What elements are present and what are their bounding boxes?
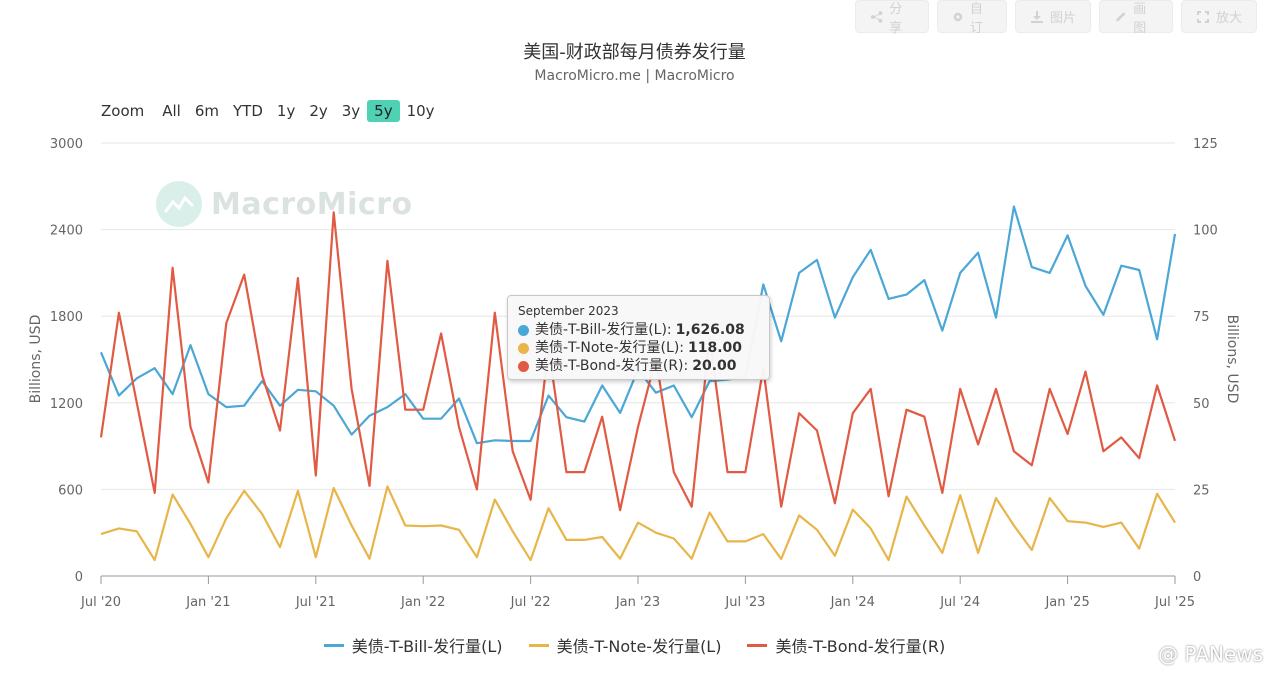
pencil-icon	[1115, 11, 1126, 22]
zoom-ytd-button[interactable]: YTD	[233, 102, 263, 120]
y-right-tick-label: 25	[1193, 483, 1210, 498]
legend: 美债-T-Bill-发行量(L) 美债-T-Note-发行量(L) 美债-T-B…	[0, 633, 1269, 657]
zoom-6m-button[interactable]: 6m	[194, 102, 220, 120]
y-left-tick-label: 3000	[50, 137, 83, 152]
legend-line-bill	[323, 643, 344, 647]
chart-title: 美国-财政部每月债券发行量	[523, 42, 746, 63]
zoom-3y-button[interactable]: 3y	[341, 102, 361, 120]
custom-button[interactable]: 自订	[937, 0, 1007, 36]
tooltip-value-bond: 20.00	[692, 358, 737, 374]
y-right-tick-label: 125	[1193, 137, 1218, 152]
chart-subtitle: MacroMicro.me | MacroMicro	[534, 68, 735, 84]
x-tick-label: Jul '23	[724, 595, 765, 610]
expand-icon	[1197, 10, 1209, 23]
tooltip-label-note: 美债-T-Note-发行量(L):	[535, 340, 685, 356]
legend-item-bond[interactable]: 美债-T-Bond-发行量(R)	[747, 633, 945, 657]
tooltip-dot-note	[518, 342, 529, 354]
share-label: 分享	[889, 1, 903, 36]
legend-item-bill[interactable]: 美债-T-Bill-发行量(L)	[323, 633, 503, 657]
zoom-10y-button[interactable]: 10y	[406, 102, 435, 120]
y-left-tick-label: 1800	[50, 310, 83, 325]
x-tick-label: Jan '23	[615, 595, 660, 610]
panews-watermark: @ PANews	[1130, 642, 1263, 666]
download-icon	[1031, 10, 1043, 23]
panews-text: @ PANews	[1158, 642, 1263, 666]
y-axis-right-label: Billions, USD	[1224, 315, 1240, 404]
axes: 0 600 1200 1800 2400 3000 0 25 50 75 100 125 Jul '20…	[50, 137, 1218, 610]
series-line-note	[100, 485, 1176, 562]
x-tick-label: Jul '22	[510, 595, 551, 610]
tooltip-value-bill: 1,626.08	[675, 322, 745, 338]
x-tick-label: Jan '24	[830, 595, 875, 610]
tooltip-label-bill: 美债-T-Bill-发行量(L):	[535, 322, 672, 338]
panews-logo-icon	[1130, 643, 1153, 665]
draw-label: 画图	[1133, 1, 1147, 36]
y-left-tick-label: 0	[75, 570, 83, 585]
zoom-selector: Zoom All 6m YTD 1y 2y 3y 5y 10y	[101, 100, 442, 122]
tooltip-date: September 2023	[518, 304, 619, 318]
share-icon	[870, 10, 883, 23]
custom-label: 自订	[969, 1, 983, 36]
zoom-all-button[interactable]: All	[162, 102, 181, 120]
zoom-5y-button[interactable]: 5y	[367, 100, 400, 122]
legend-label-note: 美债-T-Note-发行量(L)	[556, 637, 722, 656]
tooltip-row-bill: 美债-T-Bill-发行量(L): 1,626.08	[518, 321, 759, 339]
y-left-tick-label: 2400	[50, 224, 83, 239]
tooltip-value-note: 118.00	[688, 340, 743, 356]
y-right-tick-label: 0	[1193, 570, 1201, 585]
tooltip: September 2023 美债-T-Bill-发行量(L): 1,626.0…	[507, 295, 770, 380]
legend-label-bond: 美债-T-Bond-发行量(R)	[775, 637, 946, 656]
image-button[interactable]: 图片	[1015, 0, 1091, 33]
series-line-bond	[99, 211, 1177, 512]
draw-button[interactable]: 画图	[1099, 0, 1173, 36]
y-right-tick-label: 100	[1193, 224, 1218, 239]
watermark-text: MacroMicro	[211, 186, 413, 222]
x-tick-label: Jul '25	[1154, 595, 1195, 610]
tooltip-dot-bond	[518, 360, 529, 372]
y-left-tick-label: 1200	[50, 397, 83, 412]
image-label: 图片	[1050, 11, 1077, 26]
enlarge-button[interactable]: 放大	[1181, 0, 1257, 33]
zoom-label: Zoom	[101, 102, 145, 120]
series-lines	[99, 205, 1177, 562]
tooltip-dot-bill	[518, 324, 529, 336]
legend-item-note[interactable]: 美债-T-Note-发行量(L)	[528, 633, 722, 657]
x-tick-label: Jan '21	[185, 595, 230, 610]
x-tick-label: Jul '20	[80, 595, 121, 610]
macromicro-logo-icon	[156, 181, 202, 227]
watermark: MacroMicro	[155, 180, 413, 228]
zoom-2y-button[interactable]: 2y	[309, 102, 328, 120]
y-left-tick-label: 600	[58, 483, 83, 498]
y-right-tick-label: 75	[1193, 310, 1210, 325]
tooltip-row-bond: 美债-T-Bond-发行量(R): 20.00	[518, 357, 759, 375]
x-tick-label: Jan '22	[400, 595, 445, 610]
zoom-1y-button[interactable]: 1y	[276, 102, 296, 120]
x-tick-label: Jul '21	[295, 595, 336, 610]
legend-line-note	[528, 643, 549, 647]
enlarge-label: 放大	[1216, 11, 1243, 26]
legend-line-bond	[747, 643, 768, 647]
tooltip-row-note: 美债-T-Note-发行量(L): 118.00	[518, 339, 759, 357]
toolbar: 分享 自订 图片 画图 放大	[855, 0, 1257, 36]
gear-icon	[953, 12, 963, 21]
tooltip-label-bond: 美债-T-Bond-发行量(R):	[535, 358, 689, 374]
legend-label-bill: 美债-T-Bill-发行量(L)	[351, 637, 503, 656]
y-axis-left-label: Billions, USD	[28, 315, 44, 404]
x-tick-label: Jul '24	[939, 595, 980, 610]
share-button[interactable]: 分享	[855, 0, 929, 36]
y-right-tick-label: 50	[1193, 397, 1210, 412]
x-tick-label: Jan '25	[1044, 595, 1089, 610]
